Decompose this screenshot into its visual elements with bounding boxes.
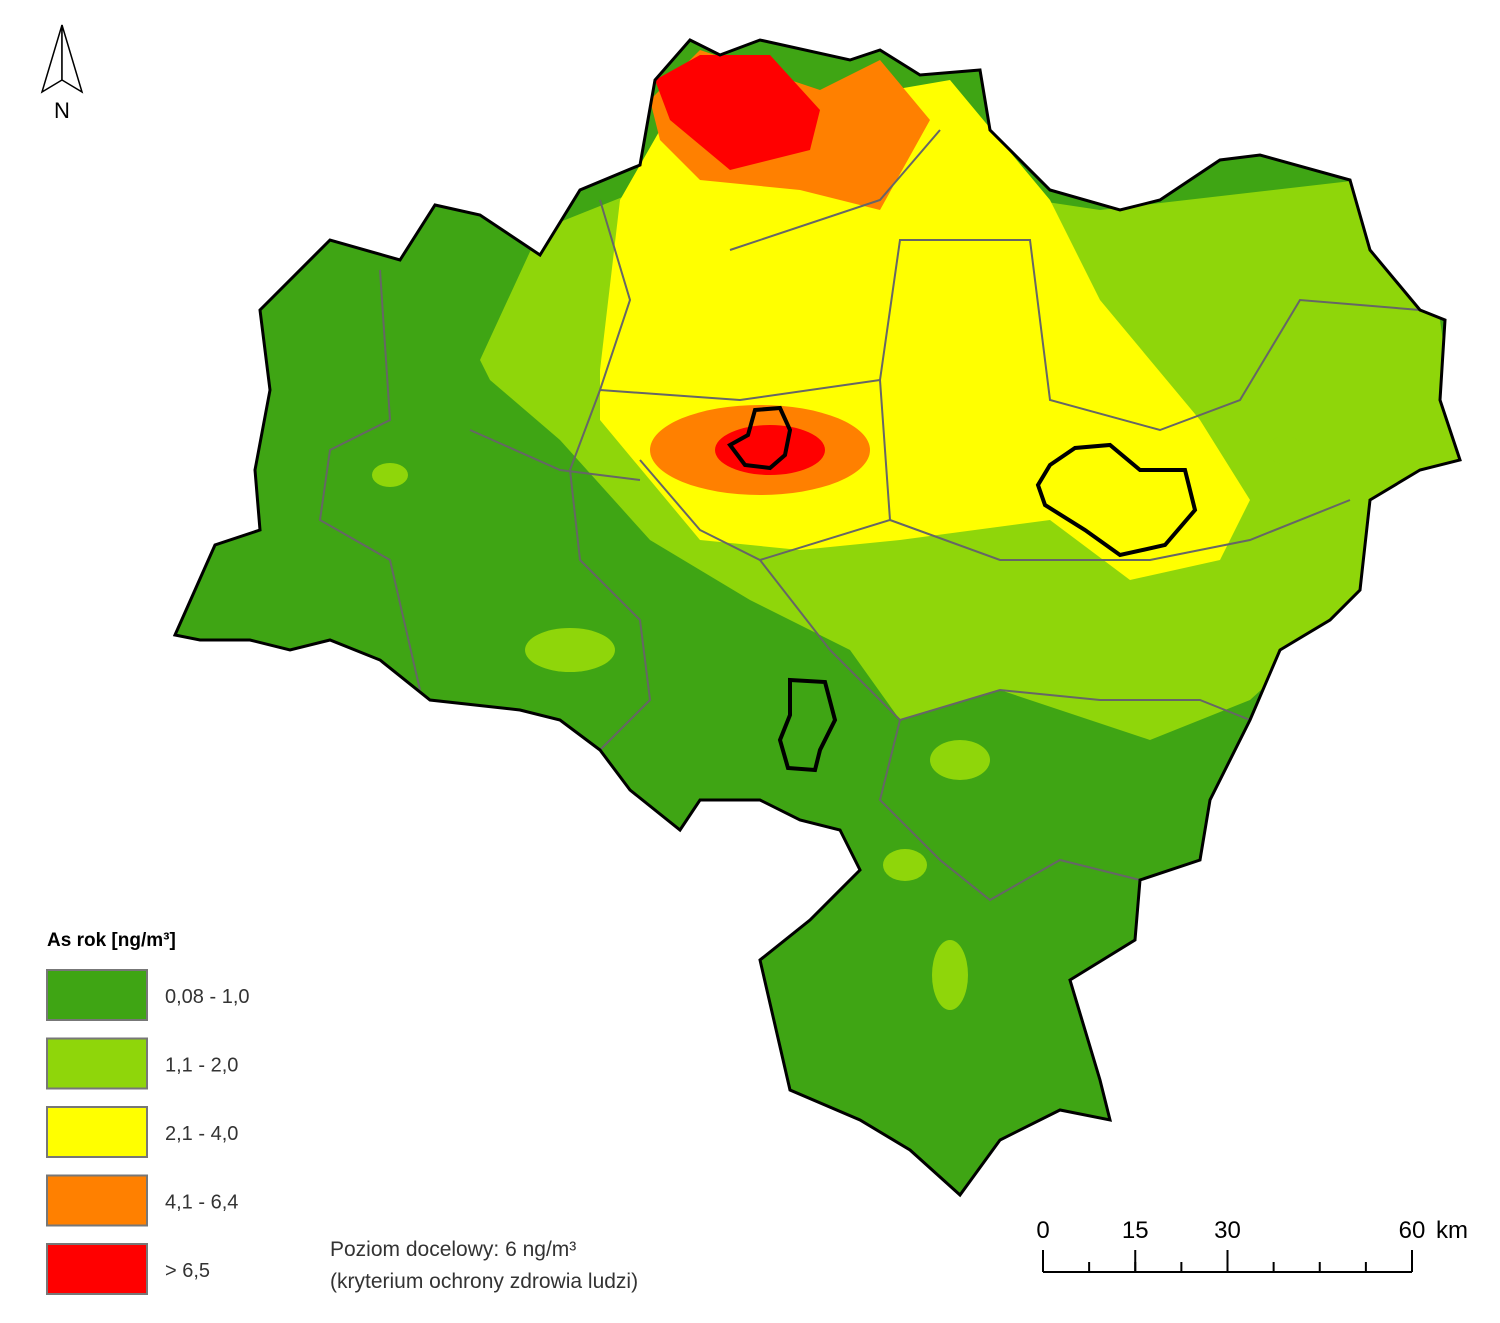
spots [372,436,1303,1010]
north-label: N [54,98,70,123]
note-line: (kryterium ochrony zdrowia ludzi) [330,1270,638,1293]
scale-label: 15 [1122,1217,1149,1244]
legend-swatch [46,1243,148,1295]
legend-swatch [46,1106,148,1158]
legend-label: 4,1 - 6,4 [165,1192,238,1214]
note-line: Poziom docelowy: 6 ng/m³ [330,1238,576,1261]
legend-label: > 6,5 [165,1260,210,1282]
legend-label: 2,1 - 4,0 [165,1123,238,1145]
scale-unit: km [1436,1217,1468,1244]
scale-bar: 0 15 30 60 km [1036,1217,1468,1273]
scale-label: 30 [1214,1217,1241,1244]
legend: 0,08 - 1,0 1,1 - 2,0 2,1 - 4,0 4,1 - 6,4 > 6… [46,969,250,1295]
region-border [172,38,1462,1198]
city-borders [727,405,1198,773]
scale-label: 0 [1036,1217,1049,1244]
zone-red [655,55,820,170]
legend-swatch [46,969,148,1021]
scale-label: 60 [1399,1217,1426,1244]
north-arrow: N [40,24,84,123]
legend-swatch [46,1174,148,1227]
district-borders [318,129,1421,902]
legend-title: As rok [ng/m³] [47,930,176,951]
legend-label: 0,08 - 1,0 [165,986,250,1008]
concentration-map [175,40,1460,1195]
legend-swatch [46,1037,148,1090]
legend-label: 1,1 - 2,0 [165,1055,238,1077]
